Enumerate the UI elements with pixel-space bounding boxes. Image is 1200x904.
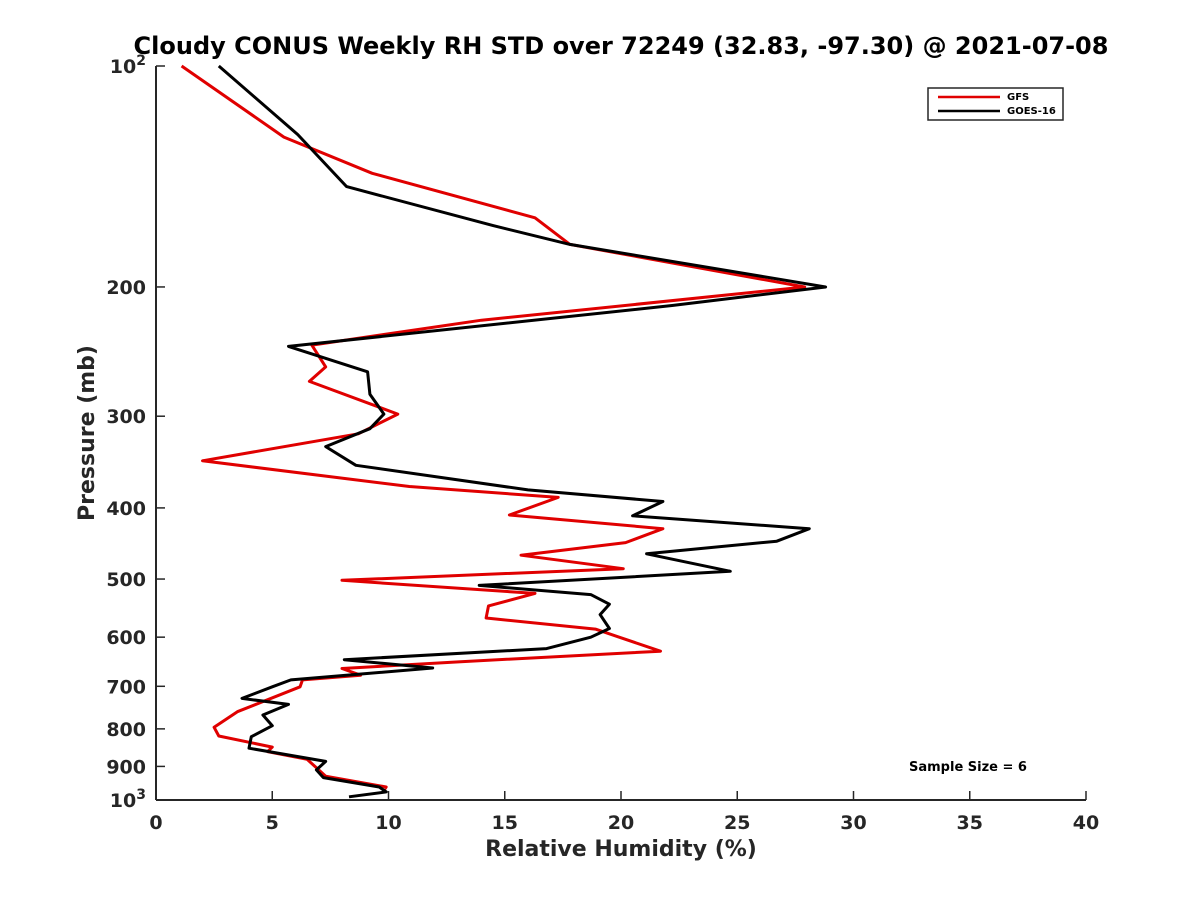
y-tick-label: 500 xyxy=(106,569,146,591)
sample-size-annotation: Sample Size = 6 xyxy=(909,760,1027,775)
x-ticks: 0 5 10 15 20 25 30 35 40 xyxy=(149,791,1099,834)
x-tick-label: 5 xyxy=(266,812,279,834)
x-tick-label: 40 xyxy=(1073,812,1099,834)
y-tick-label: 800 xyxy=(106,719,146,741)
legend-box xyxy=(927,87,1064,121)
legend-label-goes16: GOES-16 xyxy=(1007,106,1056,117)
chart-title: Cloudy CONUS Weekly RH STD over 72249 (3… xyxy=(134,32,1109,60)
y-ticks: 102 200 300 400 500 600 700 800 900 103 xyxy=(106,53,165,812)
x-tick-label: 20 xyxy=(608,812,634,834)
y-axis-label: Pressure (mb) xyxy=(75,345,100,521)
y-tick-label: 400 xyxy=(106,498,146,520)
legend: GFS GOES-16 xyxy=(927,87,1064,121)
x-tick-label: 30 xyxy=(840,812,866,834)
y-tick-label: 103 xyxy=(110,787,146,812)
series-line-gfs xyxy=(180,64,807,792)
y-tick-label: 300 xyxy=(106,406,146,428)
x-tick-label: 0 xyxy=(149,812,162,834)
y-tick-label: 900 xyxy=(106,756,146,778)
series-line-goes16 xyxy=(217,64,828,799)
y-tick-label: 600 xyxy=(106,627,146,649)
x-tick-label: 25 xyxy=(724,812,750,834)
y-tick-label: 200 xyxy=(106,277,146,299)
legend-label-gfs: GFS xyxy=(1007,92,1029,103)
y-tick-label: 102 xyxy=(110,53,146,78)
x-axis-label: Relative Humidity (%) xyxy=(485,837,757,862)
x-tick-label: 15 xyxy=(492,812,518,834)
series-layer xyxy=(180,64,828,799)
x-tick-label: 35 xyxy=(957,812,983,834)
x-tick-label: 10 xyxy=(375,812,401,834)
y-tick-label: 700 xyxy=(106,676,146,698)
